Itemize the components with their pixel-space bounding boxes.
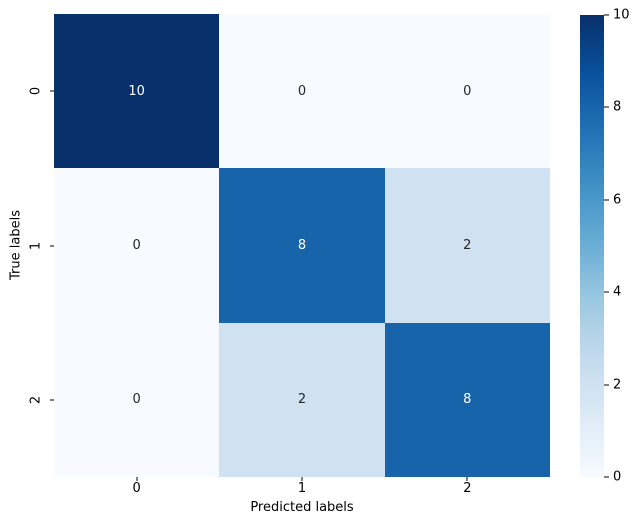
x-axis: 0 1 2 (54, 477, 550, 503)
x-tick-label: 0 (132, 481, 141, 496)
x-tick-mark (301, 477, 303, 481)
cell-annotation: 10 (128, 83, 145, 99)
heatmap-cell-2-2: 8 (384, 322, 550, 477)
colorbar-tick-label: 2 (613, 377, 622, 393)
x-tick-mark (136, 477, 138, 481)
heatmap-cell-0-1: 0 (219, 14, 385, 169)
cell-annotation: 2 (463, 237, 472, 253)
y-tick-label: 0 (28, 87, 44, 96)
colorbar: 0 2 4 6 8 10 (580, 9, 630, 484)
heatmap-cell-1-1: 8 (219, 168, 385, 323)
cell-annotation: 0 (132, 392, 141, 408)
colorbar-tick-label: 0 (613, 469, 622, 485)
heatmap-cell-1-0: 0 (54, 168, 220, 323)
x-tick-mark (466, 477, 468, 481)
colorbar-tick-label: 8 (613, 99, 622, 115)
y-tick-mark (50, 245, 54, 246)
heatmap-cell-0-2: 0 (384, 14, 550, 169)
heatmap-cell-0-0: 10 (54, 14, 220, 169)
x-tick-label: 2 (463, 481, 472, 496)
y-axis-label: True labels (8, 210, 24, 280)
cell-annotation: 8 (297, 237, 307, 253)
colorbar-tick-mark (604, 384, 609, 386)
colorbar-tick-mark (604, 14, 609, 16)
colorbar-gradient (580, 15, 604, 477)
colorbar-tick-label: 4 (613, 284, 622, 300)
colorbar-tick-label: 10 (613, 7, 630, 23)
x-axis-label: Predicted labels (250, 500, 354, 515)
colorbar-tick-mark (604, 291, 609, 293)
heatmap: 10 0 0 0 8 2 0 2 8 (54, 14, 550, 477)
cell-annotation: 0 (297, 83, 307, 99)
y-tick-label: 1 (28, 241, 44, 250)
cell-annotation: 2 (297, 392, 307, 408)
heatmap-cell-2-1: 2 (219, 322, 385, 477)
colorbar-tick-mark (604, 199, 609, 201)
x-tick-label: 1 (297, 481, 307, 496)
y-tick-mark (50, 90, 54, 92)
colorbar-tick-mark (604, 476, 609, 478)
colorbar-tick-label: 6 (613, 192, 622, 208)
y-axis: 0 1 2 (0, 14, 54, 477)
y-tick-mark (50, 399, 54, 401)
heatmap-cell-1-2: 2 (384, 168, 550, 323)
cell-annotation: 8 (463, 392, 472, 408)
cell-annotation: 0 (463, 83, 472, 99)
colorbar-tick-mark (604, 106, 609, 108)
heatmap-cell-2-0: 0 (54, 322, 220, 477)
y-tick-label: 2 (28, 395, 44, 404)
cell-annotation: 0 (132, 237, 141, 253)
